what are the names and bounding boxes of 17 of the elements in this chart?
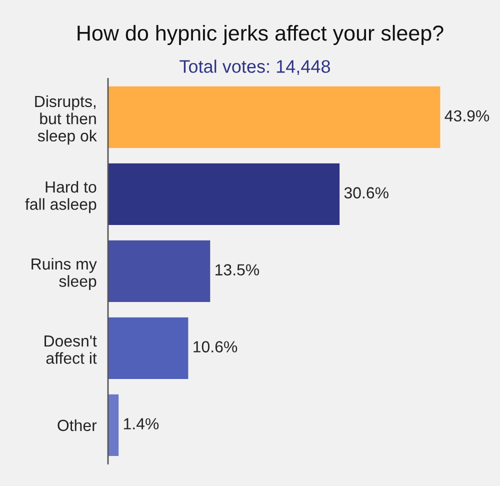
bar (108, 317, 188, 379)
data-label: 1.4% (124, 418, 159, 430)
data-label: 43.9% (444, 110, 490, 122)
y-tick-label: Hard to fall asleep (25, 180, 96, 214)
bar (108, 163, 340, 225)
data-label: 10.6% (194, 341, 238, 352)
y-tick-label: Doesn't affect it (44, 336, 97, 364)
y-tick-label: Other (58, 419, 97, 432)
bar (108, 240, 210, 302)
bar (108, 394, 119, 456)
chart-title: How do hypnic jerks affect your sleep? (78, 24, 444, 46)
data-label: 30.6% (344, 187, 388, 198)
data-label: 13.5% (216, 264, 260, 276)
chart-subtitle: Total votes: 14,448 (180, 60, 330, 76)
y-tick-label: Ruins my sleep (32, 258, 97, 290)
y-tick-label: Disrupts, but then sleep ok (35, 95, 97, 145)
bar (108, 86, 440, 148)
